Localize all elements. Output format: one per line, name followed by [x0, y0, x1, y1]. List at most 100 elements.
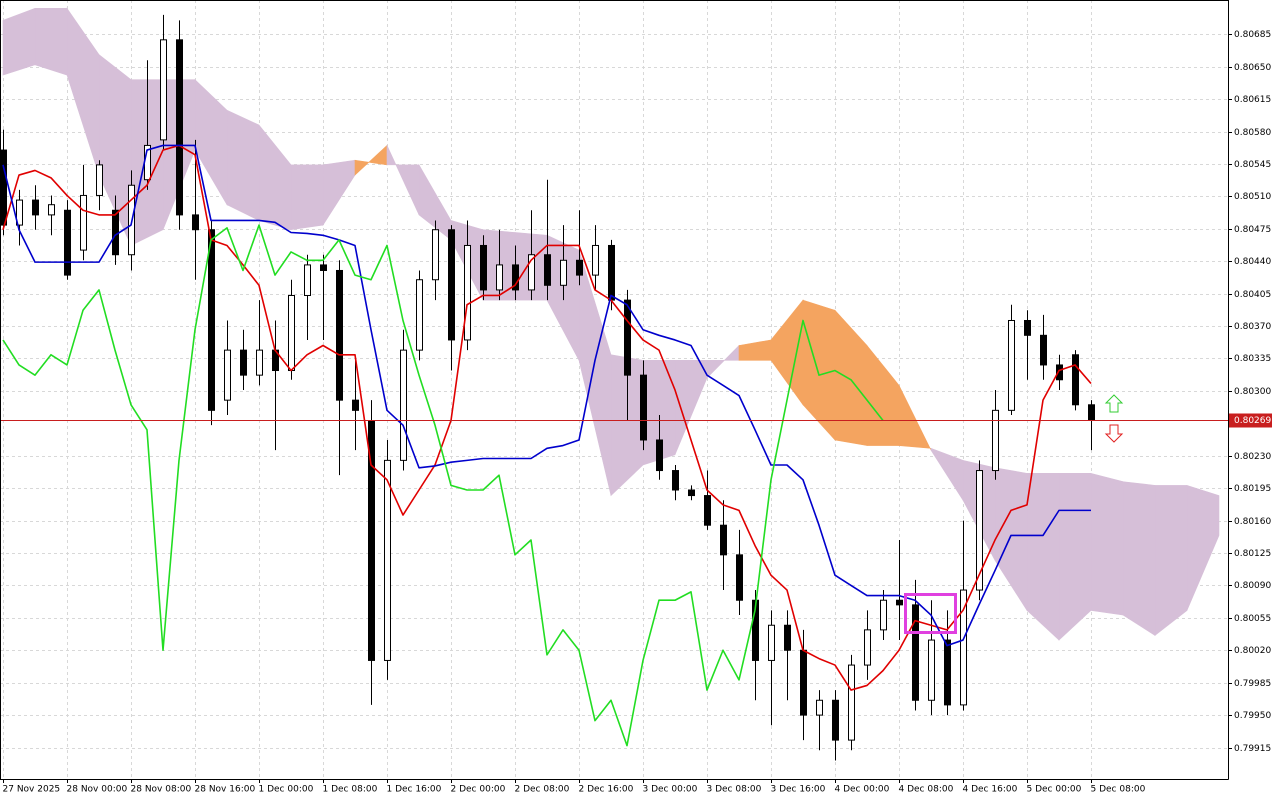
y-tick-label: 0.80405 [1234, 290, 1271, 300]
candle-body [240, 349, 247, 376]
y-tick-label: 0.80545 [1234, 160, 1271, 170]
candle-body [720, 524, 727, 556]
x-tick-label: 28 Nov 00:00 [67, 785, 128, 795]
candle-body [640, 374, 647, 441]
x-tick-label: 2 Dec 08:00 [515, 785, 570, 795]
candle-body [736, 554, 743, 601]
candle-body [304, 264, 311, 296]
candle-body [1056, 364, 1063, 381]
buy-arrow [1104, 394, 1124, 413]
candle-body [96, 164, 103, 196]
candle-body [496, 264, 503, 291]
y-tick-label: 0.80020 [1234, 646, 1271, 656]
cloud-segment [2, 7, 36, 76]
highlight-box [904, 593, 957, 634]
candle-body [864, 629, 871, 666]
candle-body [880, 599, 887, 631]
candle-body [1040, 334, 1047, 366]
indicator-line [2, 144, 1092, 691]
candle-body [80, 194, 87, 251]
y-tick-label: 0.80685 [1234, 30, 1271, 40]
candle-body [1024, 319, 1031, 336]
x-tick-label: 3 Dec 16:00 [771, 785, 826, 795]
cloud-segment [1090, 472, 1124, 616]
x-tick-label: 1 Dec 08:00 [323, 785, 378, 795]
y-tick-label: 0.80090 [1234, 581, 1271, 591]
cloud-segment [226, 109, 260, 221]
y-tick-label: 0.80440 [1234, 257, 1271, 267]
x-tick-label: 5 Dec 08:00 [1091, 785, 1146, 795]
cloud-segment [290, 164, 324, 231]
candle-body [832, 699, 839, 741]
sell-arrow [1104, 424, 1124, 443]
x-tick-label: 2 Dec 16:00 [579, 785, 634, 795]
candle-body [912, 604, 919, 701]
cloud-segment [1154, 485, 1188, 637]
candle-body [624, 299, 631, 376]
candle-body [800, 649, 807, 716]
candle-body [320, 264, 327, 271]
candle-body [688, 489, 695, 497]
x-tick-label: 3 Dec 00:00 [643, 785, 698, 795]
x-tick-label: 28 Nov 16:00 [195, 785, 256, 795]
candle-body [1088, 404, 1095, 421]
candle-body [976, 470, 983, 591]
candle-body [704, 495, 711, 526]
y-tick-label: 0.79950 [1234, 711, 1271, 721]
y-tick-label: 0.80580 [1234, 128, 1271, 138]
cloud-segment [34, 8, 68, 76]
x-tick-label: 4 Dec 16:00 [963, 785, 1018, 795]
cloud-segment [1186, 484, 1220, 611]
candle-body [208, 229, 215, 411]
candle-body [448, 229, 455, 341]
candle-body [816, 699, 823, 716]
x-tick-label: 4 Dec 08:00 [899, 785, 954, 795]
candle-body [944, 639, 951, 706]
candle-body [656, 439, 663, 472]
candle-body [672, 470, 679, 491]
x-tick-label: 2 Dec 00:00 [451, 785, 506, 795]
candle-body [992, 409, 999, 472]
candle-body [160, 39, 167, 141]
y-tick-label: 0.79915 [1234, 744, 1271, 754]
candle-body [32, 199, 39, 216]
y-tick-label: 0.80510 [1234, 192, 1271, 202]
candle-body [960, 589, 967, 706]
candle-body [224, 349, 231, 401]
candle-body [0, 149, 7, 226]
candle-body [928, 639, 935, 701]
indicator-line [2, 144, 1091, 647]
x-tick-label: 27 Nov 2025 [3, 785, 61, 795]
candle-body [592, 244, 599, 276]
y-tick-label: 0.80230 [1234, 452, 1271, 462]
y-tick-label: 0.80195 [1234, 484, 1271, 494]
indicator-line [2, 224, 884, 747]
y-tick-label: 0.80300 [1234, 387, 1271, 397]
candle-body [192, 214, 199, 231]
candle-body [544, 254, 551, 286]
candle-body [256, 349, 263, 376]
candle-body [768, 624, 775, 661]
y-tick-label: 0.79985 [1234, 679, 1271, 689]
candle-body [1008, 319, 1015, 411]
candle-body [848, 664, 855, 741]
y-tick-label: 0.80160 [1234, 517, 1271, 527]
candle-body [384, 459, 391, 661]
x-tick-label: 1 Dec 16:00 [387, 785, 442, 795]
candle-body [352, 399, 359, 411]
candle-body [576, 259, 583, 276]
candle-body [336, 269, 343, 401]
candle-body [400, 349, 407, 461]
cloud-segment [1058, 473, 1092, 641]
x-tick-label: 5 Dec 00:00 [1027, 785, 1082, 795]
y-tick-label: 0.80650 [1234, 63, 1271, 73]
x-tick-label: 3 Dec 08:00 [707, 785, 762, 795]
y-tick-label: 0.80615 [1234, 95, 1271, 105]
candle-body [464, 244, 471, 341]
candle-body [528, 254, 535, 291]
x-tick-label: 28 Nov 08:00 [131, 785, 192, 795]
candle-body [480, 244, 487, 291]
y-tick-label: 0.80335 [1234, 354, 1271, 364]
current-price-tag [1229, 413, 1272, 428]
